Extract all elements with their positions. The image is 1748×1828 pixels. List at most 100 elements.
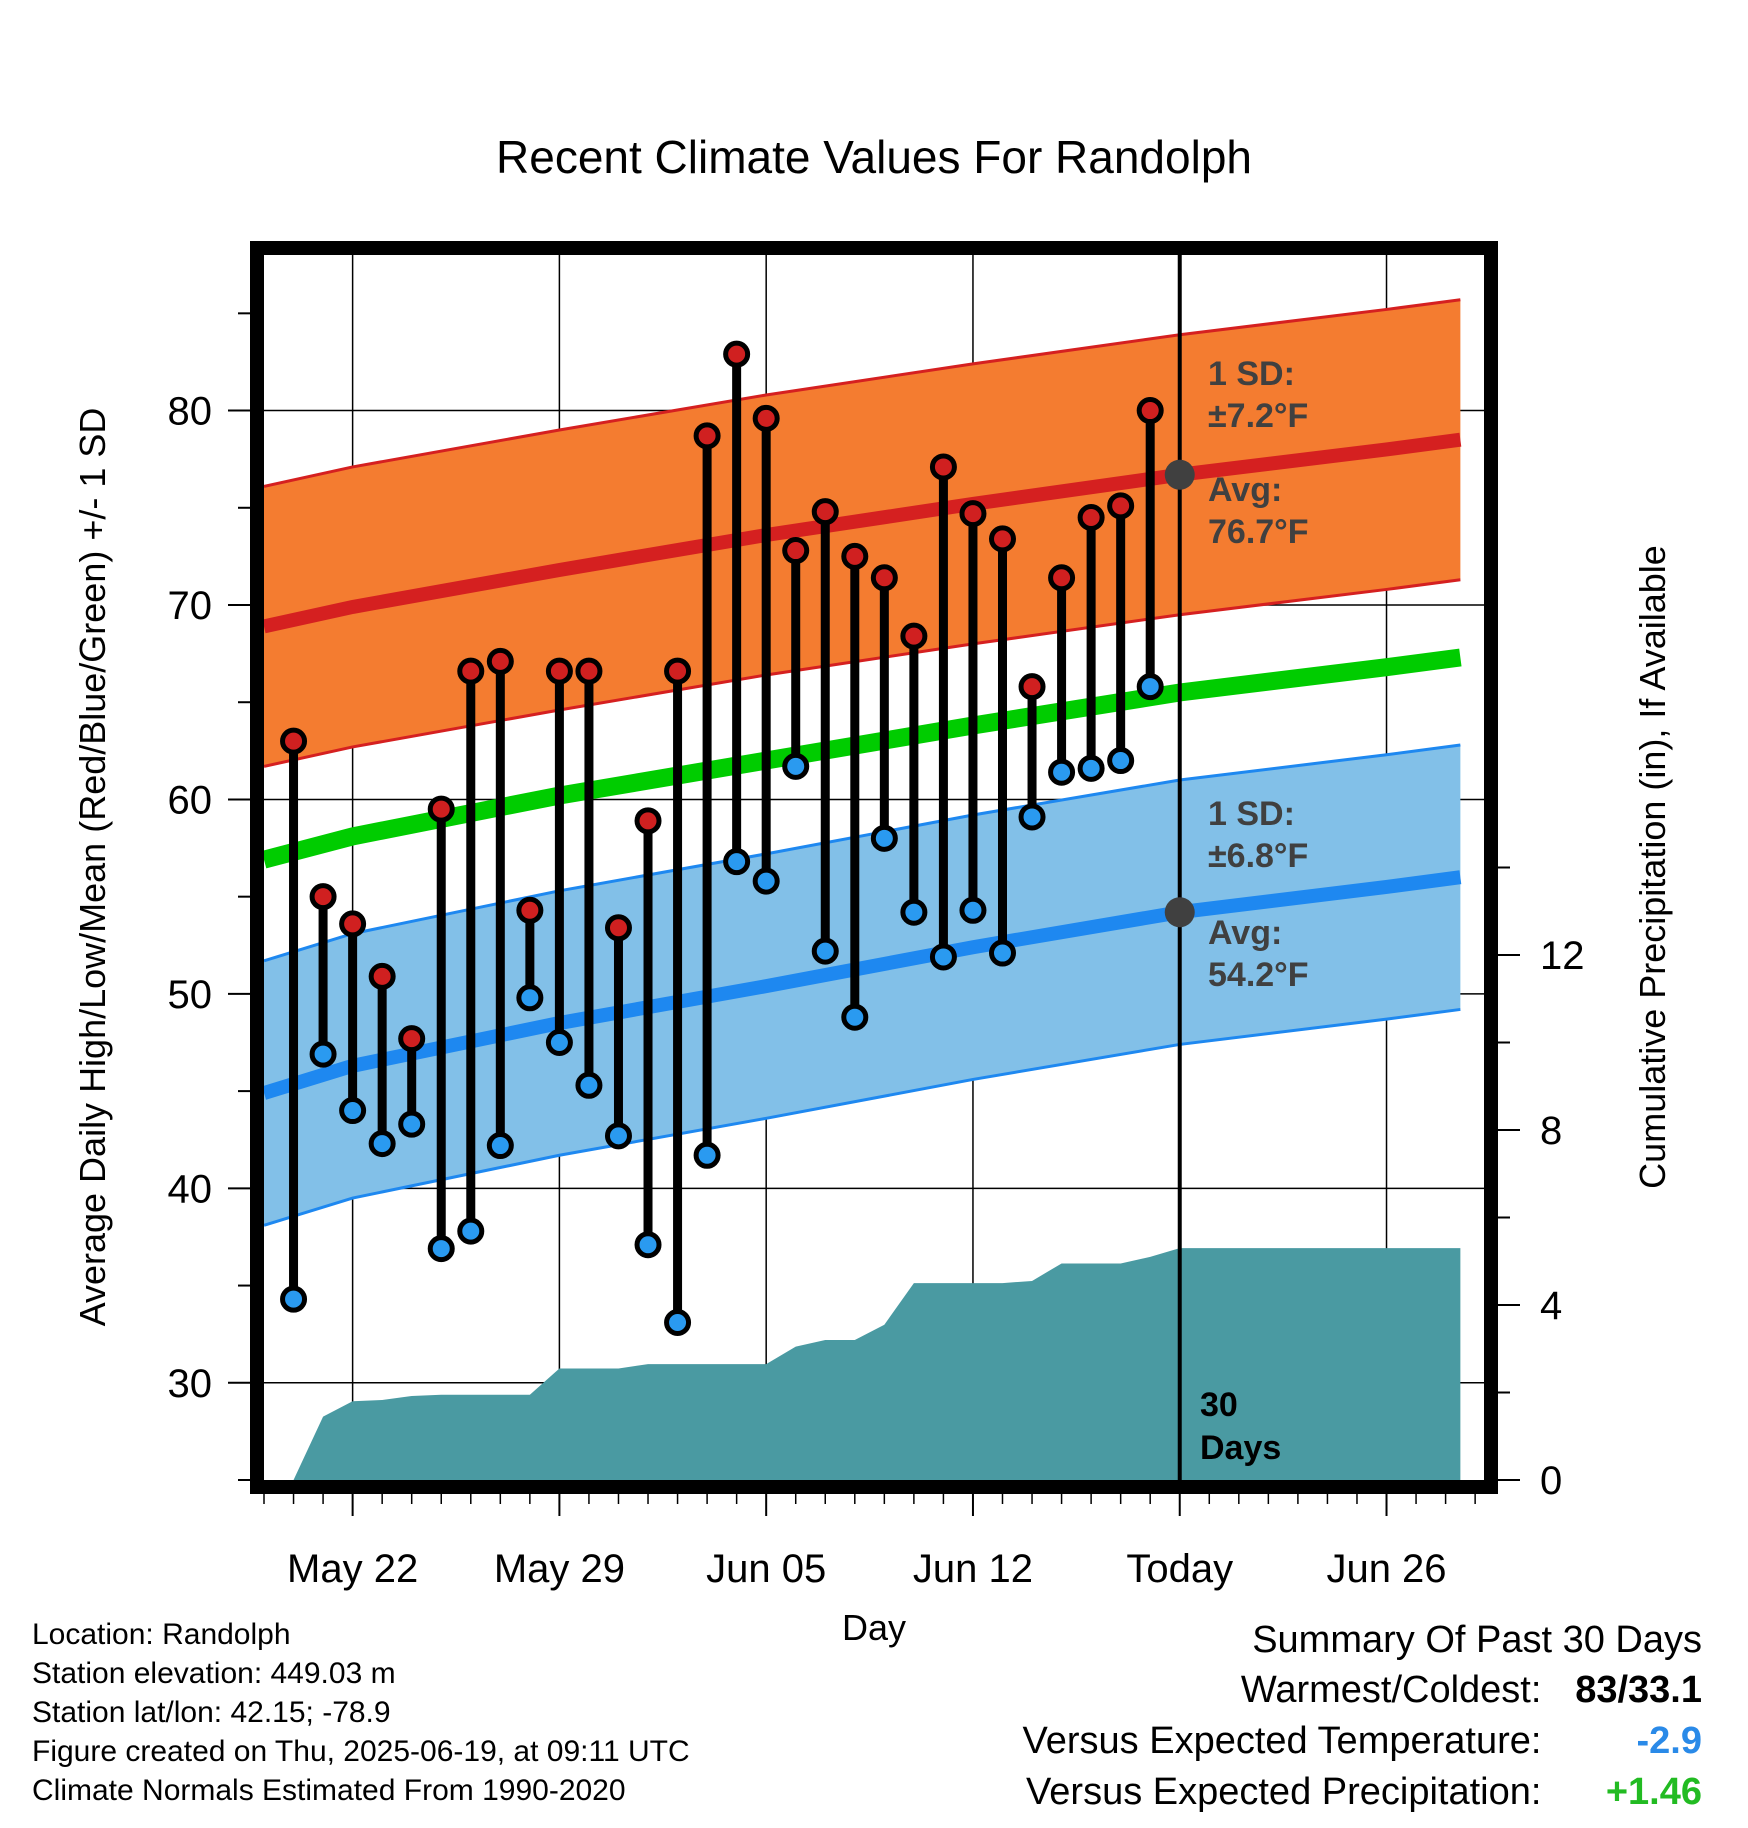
daily-low-point [516,984,544,1012]
normals-text: Climate Normals Estimated From 1990-2020 [32,1774,626,1807]
low-sd-label: 1 SD: [1208,795,1295,833]
daily-high-point [752,404,780,432]
plot-area [264,255,1484,1480]
temp-departure-row: Versus Expected Temperature: -2.9 [1023,1716,1702,1767]
plot-clip-group [264,255,1484,1480]
daily-high-point [988,525,1016,553]
y-tick-label: 70 [168,584,213,628]
daily-low-point [1136,673,1164,701]
warmest-coldest-row: Warmest/Coldest: 83/33.1 [1023,1665,1702,1716]
created-text: Figure created on Thu, 2025-06-19, at 09… [32,1735,690,1768]
summary-title: Summary Of Past 30 Days [1252,1619,1702,1661]
daily-high-point [811,498,839,526]
daily-high-point [782,537,810,565]
today-low-normal-marker [1164,897,1195,928]
daily-high-point [841,542,869,570]
daily-low-point [900,898,928,926]
daily-high-point [1048,564,1076,592]
window-days-label: Days [1200,1429,1281,1467]
normal-low-line [264,870,1462,1100]
daily-high-point [457,657,485,685]
daily-low-point [959,896,987,924]
y-tick-label: 80 [168,390,213,434]
daily-low-point [723,848,751,876]
daily-high-point [959,500,987,528]
daily-low-point [664,1309,692,1336]
high-sd-value: ±7.2°F [1208,397,1308,435]
station-info: Location: Randolph Station elevation: 44… [32,1615,690,1810]
daily-low-point [988,939,1016,967]
location-text: Location: Randolph [32,1618,291,1651]
daily-low-point [368,1130,396,1158]
daily-high-point [870,564,898,592]
daily-high-point [309,883,337,911]
temp-departure-label: Versus Expected Temperature: [1022,1720,1542,1762]
precip-departure-label: Versus Expected Precipitation: [1026,1771,1542,1813]
daily-low-point [486,1132,514,1160]
daily-high-point [1107,492,1135,520]
daily-low-point [545,1029,573,1056]
daily-low-point [604,1122,632,1150]
high-sd-label: 1 SD: [1208,355,1295,393]
daily-high-point [1018,673,1046,701]
low-sd-value: ±6.8°F [1208,837,1308,875]
y2-tick-label: 0 [1540,1459,1562,1503]
daily-low-point [752,867,780,895]
summary-panel: Summary Of Past 30 Days Warmest/Coldest:… [1023,1615,1702,1818]
daily-low-point [457,1217,485,1245]
x-tick-label: May 29 [494,1547,625,1591]
daily-high-point [693,422,721,450]
daily-low-point [1018,803,1046,831]
daily-high-point [398,1025,426,1053]
x-tick-label: May 22 [287,1547,418,1591]
daily-high-point [280,727,308,755]
daily-low-point [841,1003,869,1031]
daily-high-point [427,795,455,823]
window-days-number: 30 [1200,1386,1238,1424]
daily-low-point [1048,758,1076,786]
daily-low-point [339,1097,367,1125]
daily-high-point [929,453,957,481]
precip-departure-row: Versus Expected Precipitation: +1.46 [1023,1767,1702,1818]
daily-high-point [723,340,751,368]
high-avg-label: Avg: [1208,471,1282,509]
annotations: 1 SD: ±7.2°F Avg: 76.7°F 1 SD: ±6.8°F Av… [1200,355,1309,1467]
daily-low-point [811,937,839,965]
y-tick-label: 50 [168,973,213,1017]
daily-low-point [1077,754,1105,782]
x-axis-label: Day [842,1607,906,1648]
daily-high-point [486,647,514,675]
daily-low-point [693,1141,721,1169]
daily-high-point [339,910,367,938]
y-tick-label: 30 [168,1362,213,1406]
normal-mean-line [264,648,1462,869]
y-tick-label: 60 [168,778,213,822]
daily-low-point [929,943,957,971]
daily-low-point [782,752,810,780]
y-axis-label: Average Daily High/Low/Mean (Red/Blue/Gr… [72,408,113,1327]
plot-frame [250,241,1498,1494]
precip-area [293,1248,1461,1480]
daily-high-point [634,807,662,835]
daily-low-point [634,1231,662,1259]
daily-high-point [575,657,603,685]
daily-high-point [1077,504,1105,531]
axes: 30 40 50 60 70 80 0 4 8 12 May 22 May 29 Jun 05 Jun 1… [168,312,1585,1591]
latlon-text: Station lat/lon: 42.15; -78.9 [32,1696,391,1729]
chart-title: Recent Climate Values For Randolph [496,131,1252,183]
y-tick-label: 40 [168,1167,213,1211]
normal-high-line [264,432,1462,634]
daily-high-point [664,657,692,685]
daily-high-point [604,914,632,942]
x-tick-label: Jun 05 [706,1547,826,1591]
temp-departure-value: -2.9 [1636,1720,1702,1762]
plot-border [250,241,1498,1494]
daily-low-point [309,1040,337,1068]
high-avg-value: 76.7°F [1208,513,1309,551]
low-avg-value: 54.2°F [1208,956,1309,994]
elevation-text: Station elevation: 449.03 m [32,1657,396,1690]
daily-high-point [900,622,928,650]
x-tick-label: Jun 12 [913,1547,1033,1591]
precip-departure-value: +1.46 [1605,1771,1702,1813]
normal-high-band-upper-edge [264,298,1461,488]
